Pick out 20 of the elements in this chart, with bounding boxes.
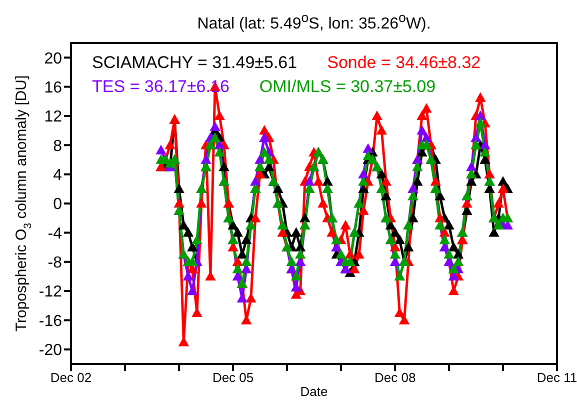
- y-tick-label: -20: [38, 342, 62, 360]
- y-tick-label: -4: [48, 225, 62, 242]
- y-tick-label: 20: [44, 50, 62, 68]
- series-label: Sonde = 34.46±8.32: [327, 52, 481, 74]
- y-tick-label: 12: [44, 108, 62, 126]
- x-tick-label: Dec 05: [212, 370, 254, 386]
- y-tick-label: 8: [53, 138, 62, 155]
- x-axis-title: Date: [300, 384, 328, 399]
- y-tick-label: -16: [38, 312, 62, 330]
- text: OMI/MLS = 30.37±5.09: [259, 76, 436, 98]
- y-tick-label: 16: [44, 79, 62, 96]
- y-tick-label: -8: [48, 254, 62, 272]
- y-tick-label: 0: [53, 196, 62, 214]
- x-tick-label: Dec 02: [50, 370, 92, 386]
- text: SCIAMACHY = 31.49±5.61: [92, 52, 298, 74]
- chart-title: Natal (lat: 5.49$^{o}$S, lon: 35.26$^{o}$W).: [196, 10, 432, 34]
- x-tick-label: Dec 08: [374, 370, 416, 386]
- x-tick-label: Dec 11: [536, 370, 577, 386]
- y-tick-label: 4: [53, 167, 62, 184]
- y-tick-label: -12: [38, 284, 62, 301]
